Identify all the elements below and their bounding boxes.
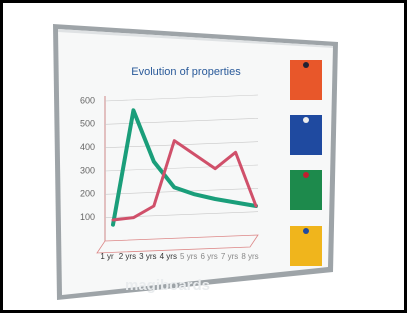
- y-tick-label: 500: [80, 119, 95, 129]
- x-tick-label: 2 yrs: [119, 252, 136, 261]
- x-tick-label: 4 yrs: [160, 252, 177, 261]
- y-tick-label: 100: [80, 212, 95, 222]
- y-tick-label: 200: [80, 189, 95, 199]
- x-tick-label: 1 yr: [100, 252, 114, 261]
- photo: Evolution of properties magiboards 100 20…: [0, 0, 407, 313]
- pin: [303, 172, 309, 178]
- x-tick-label: 6 yrs: [200, 252, 217, 261]
- pin: [303, 228, 309, 234]
- x-tick-label: 8 yrs: [241, 252, 258, 261]
- watermark: magiboards: [125, 277, 210, 294]
- x-tick-label: 3 yrs: [139, 252, 156, 261]
- y-tick-label: 300: [80, 165, 95, 175]
- chart-title: Evolution of properties: [131, 66, 241, 78]
- pin: [303, 117, 309, 123]
- y-tick-label: 400: [80, 142, 95, 152]
- y-tick-label: 600: [80, 95, 95, 105]
- x-tick-label: 5 yrs: [180, 252, 197, 261]
- pin: [303, 62, 309, 68]
- x-tick-label: 7 yrs: [221, 252, 238, 261]
